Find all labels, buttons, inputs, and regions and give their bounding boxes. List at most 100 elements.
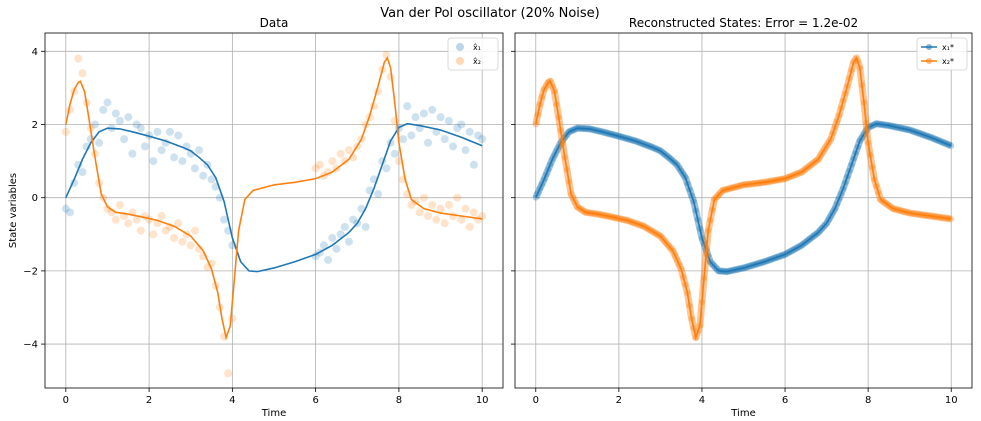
data-x2-noisy-point	[336, 149, 345, 158]
data-x2-noisy-point	[174, 219, 183, 228]
data-xtick-label: 4	[229, 395, 235, 406]
data-x1-noisy-point	[336, 230, 345, 239]
recon-xtick-label: 2	[616, 395, 622, 406]
data-legend-label: x̂₁	[473, 42, 481, 52]
data-x2-noisy-point	[436, 204, 445, 213]
data-x1-noisy-point	[349, 215, 358, 224]
data-x2-noisy-point	[149, 230, 158, 239]
data-x2-noisy-point	[190, 226, 199, 235]
data-x1-noisy-point	[357, 204, 366, 213]
data-xtick-label: 8	[396, 395, 402, 406]
data-x2-noisy-point	[419, 193, 428, 202]
recon-legend-marker	[926, 58, 932, 64]
data-xtick-label: 0	[63, 395, 69, 406]
data-x2-noisy-point	[432, 215, 441, 224]
data-x1-noisy-point	[190, 164, 199, 173]
data-x1-noisy-point	[453, 124, 462, 133]
data-x2-noisy-point	[224, 369, 233, 378]
data-x2-noisy-point	[344, 146, 353, 155]
recon-plot-area	[532, 54, 955, 341]
data-xtick-label: 10	[476, 395, 489, 406]
data-x2-noisy-point	[407, 201, 416, 210]
recon-legend: x₁* x₂*	[916, 37, 968, 71]
data-x2-noisy-point	[195, 244, 204, 253]
data-x1-noisy-point	[78, 168, 87, 177]
data-x1-noisy-point	[419, 109, 428, 118]
data-plot-area	[61, 50, 487, 378]
recon-legend-marker	[926, 44, 932, 50]
recon-x2-point	[532, 121, 539, 128]
data-x2-noisy-point	[61, 127, 70, 136]
data-x2-noisy-point	[461, 204, 470, 213]
data-x1-noisy-point	[319, 241, 328, 250]
data-x1-noisy-point	[436, 113, 445, 122]
recon-title: Reconstructed States: Error = 1.2e-02	[629, 16, 858, 30]
reconstructed-axes: 0 2 4 6 8 10 Reconstructed States: Error = 1.2…	[511, 16, 973, 419]
data-x2-noisy-point	[311, 164, 320, 173]
data-x1-noisy-point	[411, 113, 420, 122]
data-x1-noisy-point	[115, 116, 124, 125]
data-x1-noisy-point	[424, 138, 433, 147]
data-x2-noisy-point	[74, 54, 83, 63]
data-x1-noisy-point	[428, 105, 437, 114]
data-x2-noisy-point	[132, 215, 141, 224]
data-x1-noisy-point	[457, 120, 466, 129]
data-x1-noisy-point	[328, 233, 337, 242]
data-x1-noisy-point	[311, 252, 320, 261]
data-x1-noisy-point	[128, 149, 137, 158]
data-xtick-label: 2	[146, 395, 152, 406]
data-x2-noisy-point	[111, 215, 120, 224]
recon-axes-frame	[514, 32, 973, 389]
data-x2-noisy-point	[186, 241, 195, 250]
data-x1-noisy-point	[390, 149, 399, 158]
data-x1-noisy-point	[157, 146, 166, 155]
data-x1-noisy-point	[153, 127, 162, 136]
data-x1-noisy-point	[344, 237, 353, 246]
data-x1-noisy-point	[90, 120, 99, 129]
data-x1-noisy-point	[132, 120, 141, 129]
data-legend: x̂₁ x̂₂	[447, 37, 499, 71]
data-x1-noisy-point	[374, 190, 383, 199]
data-x2-noisy-point	[453, 193, 462, 202]
data-x1-noisy-point	[103, 98, 112, 107]
recon-x1-line	[535, 122, 952, 273]
data-legend-marker	[456, 43, 464, 51]
data-x1-noisy-point	[149, 157, 158, 166]
recon-xtick-label: 0	[533, 395, 539, 406]
data-x1-noisy-point	[449, 142, 458, 151]
data-x1-noisy-point	[170, 153, 179, 162]
recon-xtick-label: 4	[699, 395, 705, 406]
data-x1-noisy-point	[382, 164, 391, 173]
data-ytick-label: 0	[32, 193, 38, 204]
recon-xtick-label: 6	[782, 395, 788, 406]
data-x1-noisy-point	[478, 135, 487, 144]
data-axes-frame	[44, 32, 504, 389]
recon-legend-label: x₁*	[942, 43, 954, 52]
data-x2-noisy-point	[469, 208, 478, 217]
data-x1-noisy-point	[403, 102, 412, 111]
data-x2-noisy-point	[415, 208, 424, 217]
data-x1-noisy-point	[361, 222, 370, 231]
data-x2-noisy-point	[178, 237, 187, 246]
data-x1-noisy-point	[140, 142, 149, 151]
data-title: Data	[260, 16, 289, 30]
data-x1-noisy-point	[199, 171, 208, 180]
recon-xlabel: Time	[730, 408, 755, 419]
data-x1-noisy-point	[111, 109, 120, 118]
data-x1-noisy-point	[324, 255, 333, 264]
data-x1-noisy-point	[174, 131, 183, 140]
data-x2-noisy-point	[444, 201, 453, 210]
data-x1-noisy-point	[399, 135, 408, 144]
data-x2-noisy-point	[136, 226, 145, 235]
data-x1-noisy-point	[340, 222, 349, 231]
data-x1-noisy-point	[465, 127, 474, 136]
recon-xtick-label: 10	[945, 395, 958, 406]
data-x2-true-line	[65, 56, 483, 341]
data-x1-noisy-point	[95, 138, 104, 147]
data-x1-noisy-point	[444, 116, 453, 125]
data-x2-noisy-point	[78, 69, 87, 78]
data-x1-noisy-point	[461, 146, 470, 155]
data-legend-label: x̂₂	[473, 56, 481, 66]
data-x2-noisy-point	[161, 226, 170, 235]
